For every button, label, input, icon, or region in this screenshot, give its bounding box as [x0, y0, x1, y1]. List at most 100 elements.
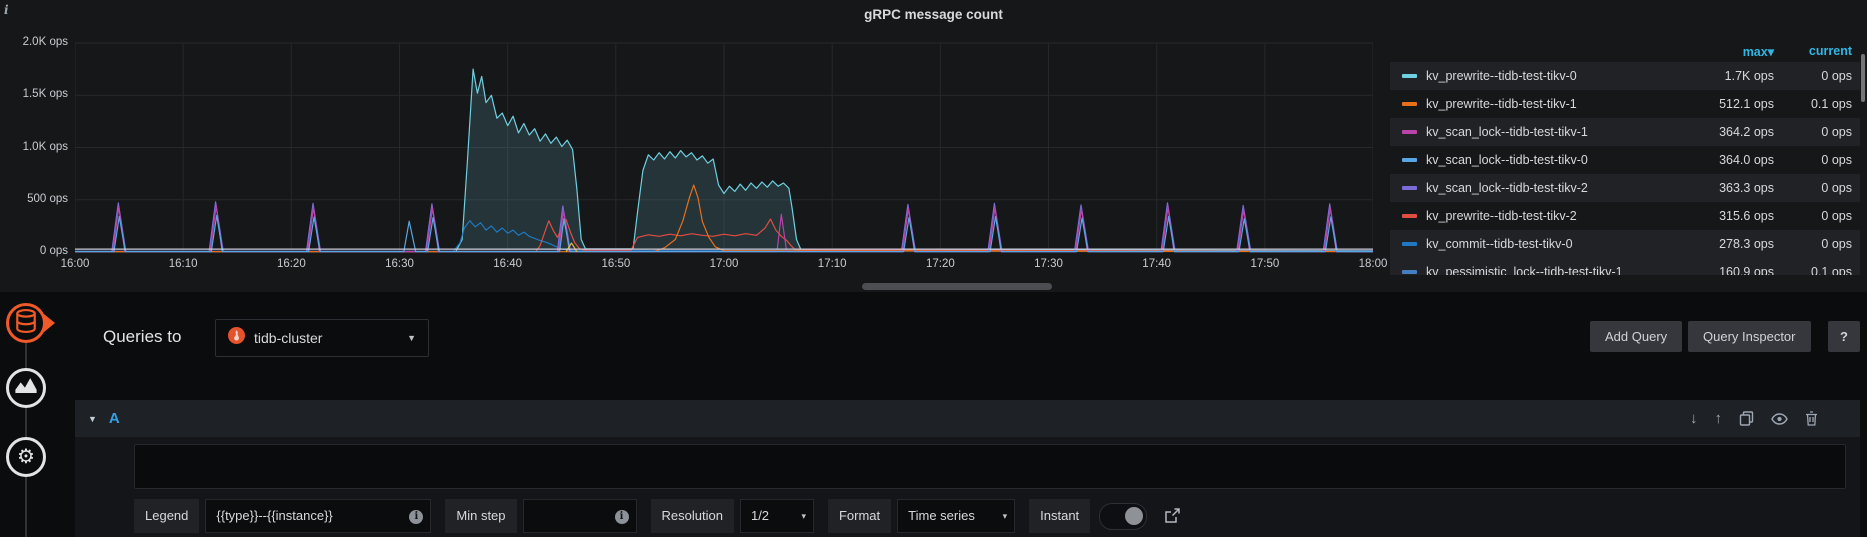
- legend-current-value: 0 ops: [1821, 153, 1852, 167]
- duplicate-query-icon[interactable]: [1739, 411, 1754, 426]
- legend-series-name[interactable]: kv_scan_lock--tidb-test-tikv-1: [1426, 125, 1588, 139]
- legend-scrollbar[interactable]: [1861, 54, 1865, 102]
- series-color-swatch[interactable]: [1402, 158, 1417, 162]
- legend-series-name[interactable]: kv_prewrite--tidb-test-tikv-2: [1426, 209, 1577, 223]
- query-row-header[interactable]: ▼ A ↓ ↑: [75, 400, 1860, 437]
- tab-general[interactable]: ⚙: [6, 437, 46, 477]
- query-expression-input[interactable]: sum(rate(tikv_grpc_msg_duration_seconds_…: [134, 444, 1846, 489]
- legend-current-value: 0 ops: [1821, 181, 1852, 195]
- legend-current-value: 0.1 ops: [1810, 97, 1852, 111]
- resolution-select[interactable]: 1/2 ▾: [739, 499, 814, 533]
- legend-header: max▾ current: [1390, 40, 1860, 62]
- legend-max-value: 512.1 ops: [1719, 97, 1774, 111]
- legend-series-name[interactable]: kv_commit--tidb-test-tikv-0: [1426, 237, 1573, 251]
- tab-queries[interactable]: [6, 303, 46, 343]
- format-select[interactable]: Time series ▾: [897, 499, 1016, 533]
- toggle-knob: [1125, 506, 1144, 525]
- series-color-swatch[interactable]: [1402, 270, 1417, 274]
- move-query-up-icon[interactable]: ↑: [1714, 410, 1723, 427]
- x-tick-label: 17:40: [1142, 258, 1172, 270]
- series-line-kv_prewrite--tidb-test-tikv-0: [75, 68, 1374, 253]
- min-step-label: Min step: [445, 499, 517, 533]
- query-editor-body: sum(rate(tikv_grpc_msg_duration_seconds_…: [75, 437, 1860, 537]
- toggle-visibility-eye-icon[interactable]: [1771, 412, 1788, 425]
- series-color-swatch[interactable]: [1402, 130, 1417, 134]
- x-tick-label: 17:00: [709, 258, 739, 270]
- legend-current-value: 0 ops: [1821, 237, 1852, 251]
- info-icon: i: [409, 510, 424, 524]
- legend-series-name[interactable]: kv_pessimistic_lock--tidb-test-tikv-1: [1426, 265, 1623, 275]
- series-line-kv_prewrite--tidb-test-tikv-2: [75, 218, 1374, 253]
- legend-sort-current[interactable]: current: [1808, 44, 1852, 58]
- legend-max-value: 160.9 ops: [1719, 265, 1774, 275]
- info-icon: i: [614, 510, 629, 524]
- add-query-button[interactable]: Add Query: [1590, 321, 1683, 352]
- legend-sort-max[interactable]: max▾: [1742, 44, 1774, 59]
- legend-rows: kv_prewrite--tidb-test-tikv-0 1.7K ops 0 o…: [1390, 62, 1860, 275]
- x-tick-label: 16:00: [60, 258, 90, 270]
- query-ref-id: A: [108, 410, 120, 427]
- legend-row[interactable]: kv_prewrite--tidb-test-tikv-1 512.1 ops 0.…: [1390, 90, 1860, 118]
- legend-max-value: 364.2 ops: [1719, 125, 1774, 139]
- prometheus-icon: [228, 327, 245, 349]
- chart-scrollbar[interactable]: [862, 283, 1052, 290]
- query-actions: ↓ ↑: [1690, 411, 1818, 426]
- query-options-row: Legend {{type}}--{{instance}} i Min step…: [134, 499, 1181, 533]
- datasource-picker[interactable]: tidb-cluster ▼: [215, 319, 429, 357]
- legend-row[interactable]: kv_commit--tidb-test-tikv-0 278.3 ops 0 op…: [1390, 230, 1860, 258]
- y-tick-label: 2.0K ops: [22, 36, 68, 48]
- instant-toggle[interactable]: [1096, 499, 1150, 533]
- delete-query-trash-icon[interactable]: [1805, 411, 1818, 426]
- series-color-swatch[interactable]: [1402, 214, 1417, 218]
- min-step-input[interactable]: i: [522, 499, 637, 533]
- legend-row[interactable]: kv_pessimistic_lock--tidb-test-tikv-1 160…: [1390, 258, 1860, 275]
- series-color-swatch[interactable]: [1402, 242, 1417, 246]
- x-tick-label: 17:30: [1034, 258, 1063, 270]
- series-color-swatch[interactable]: [1402, 102, 1417, 106]
- legend-series-name[interactable]: kv_scan_lock--tidb-test-tikv-2: [1426, 181, 1588, 195]
- chart-canvas[interactable]: [74, 37, 1374, 253]
- legend-series-name[interactable]: kv_scan_lock--tidb-test-tikv-0: [1426, 153, 1588, 167]
- plot-area[interactable]: [74, 37, 1374, 253]
- legend-current-value: 0 ops: [1821, 69, 1852, 83]
- x-tick-label: 16:10: [168, 258, 198, 270]
- gear-icon: ⚙: [17, 446, 35, 468]
- chevron-down-icon: ▾: [1002, 511, 1008, 521]
- series-line-kv_commit--tidb-test-tikv-0: [75, 220, 1374, 252]
- legend-max-value: 315.6 ops: [1719, 209, 1774, 223]
- panel-title[interactable]: gRPC message count: [864, 7, 1003, 22]
- chart-icon: [14, 377, 38, 399]
- legend-row[interactable]: kv_prewrite--tidb-test-tikv-0 1.7K ops 0 o…: [1390, 62, 1860, 90]
- series-area-kv_prewrite--tidb-test-tikv-0: [75, 69, 1373, 252]
- legend-series-name[interactable]: kv_prewrite--tidb-test-tikv-1: [1426, 97, 1577, 111]
- legend-series-name[interactable]: kv_prewrite--tidb-test-tikv-0: [1426, 69, 1577, 83]
- share-query-icon[interactable]: [1164, 499, 1181, 533]
- legend-row[interactable]: kv_scan_lock--tidb-test-tikv-1 364.2 ops 0…: [1390, 118, 1860, 146]
- legend-format-input[interactable]: {{type}}--{{instance}} i: [205, 499, 432, 533]
- legend-row[interactable]: kv_prewrite--tidb-test-tikv-2 315.6 ops 0 …: [1390, 202, 1860, 230]
- legend-row[interactable]: kv_scan_lock--tidb-test-tikv-2 363.3 ops 0…: [1390, 174, 1860, 202]
- x-tick-label: 16:30: [385, 258, 414, 270]
- y-tick-label: 1.5K ops: [22, 88, 68, 101]
- series-line-kv_scan_lock--tidb-test-tikv-2: [75, 201, 1373, 253]
- move-query-down-icon[interactable]: ↓: [1690, 410, 1698, 427]
- legend-format-label: Legend: [134, 499, 200, 533]
- x-tick-label: 16:50: [601, 258, 631, 270]
- panel-info-icon[interactable]: i: [4, 3, 9, 17]
- legend-max-value: 278.3 ops: [1719, 237, 1774, 251]
- y-tick-label: 0 ops: [39, 245, 68, 257]
- help-button[interactable]: ?: [1828, 321, 1860, 352]
- legend-max-value: 363.3 ops: [1719, 181, 1774, 195]
- legend-table: max▾ current kv_prewrite--tidb-test-tikv…: [1390, 40, 1860, 275]
- series-color-swatch[interactable]: [1402, 74, 1417, 78]
- datasource-name: tidb-cluster: [254, 330, 323, 346]
- tab-visualization[interactable]: [6, 368, 46, 408]
- series-color-swatch[interactable]: [1402, 186, 1417, 190]
- x-tick-label: 16:40: [493, 258, 523, 270]
- x-tick-label: 16:20: [276, 258, 306, 270]
- x-tick-label: 17:50: [1250, 258, 1280, 270]
- collapse-caret-icon[interactable]: ▼: [88, 413, 97, 424]
- legend-row[interactable]: kv_scan_lock--tidb-test-tikv-0 364.0 ops 0…: [1390, 146, 1860, 174]
- query-inspector-button[interactable]: Query Inspector: [1688, 321, 1811, 352]
